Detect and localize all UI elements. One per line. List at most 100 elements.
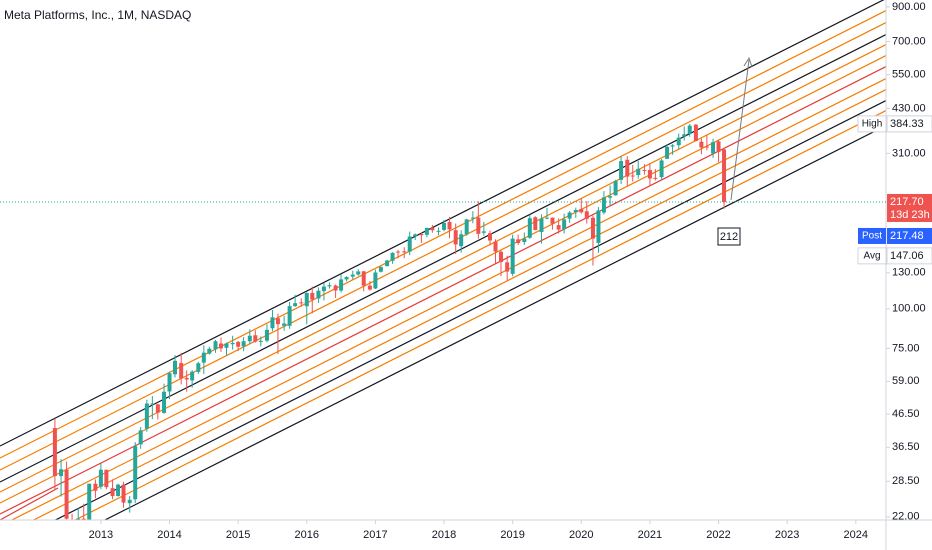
y-tick-label: 28.50 — [892, 475, 920, 487]
candles — [52, 123, 727, 520]
candle-body — [613, 180, 618, 196]
candle-body — [642, 169, 647, 171]
x-tick-label: 2013 — [89, 529, 113, 541]
price-badge — [887, 227, 932, 244]
candle-body — [373, 272, 378, 289]
candle-body — [459, 234, 464, 247]
candle-body — [98, 469, 103, 487]
candle-body — [184, 377, 189, 380]
candle-body — [230, 342, 235, 345]
candle-body — [155, 404, 160, 413]
price-badge-name: Post — [862, 231, 882, 242]
candle-body — [258, 340, 263, 342]
candle-body — [687, 125, 692, 135]
candle-body — [144, 403, 149, 429]
candle-body — [424, 228, 429, 235]
candle-body — [693, 124, 698, 141]
y-tick-label: 75.00 — [892, 342, 920, 354]
candle-body — [385, 260, 390, 267]
y-tick-label: 130.00 — [892, 267, 926, 279]
candle-body — [367, 285, 372, 290]
candle-body — [464, 219, 469, 235]
candle-body — [218, 343, 223, 349]
y-tick-label: 46.50 — [892, 408, 920, 420]
price-badge-name: High — [862, 119, 883, 130]
candle-body — [470, 217, 475, 219]
candle-body — [264, 329, 269, 341]
candle-body — [304, 293, 309, 307]
price-badge-value: 147.06 — [890, 250, 924, 262]
candle-body — [711, 142, 716, 154]
candle-body — [682, 134, 687, 137]
x-tick-label: 2015 — [226, 529, 250, 541]
channel-line — [0, 22, 886, 471]
candle-body — [116, 484, 121, 497]
y-tick-label: 700.00 — [892, 35, 926, 47]
candle-body — [213, 341, 218, 350]
candle-body — [275, 318, 280, 325]
candle-body — [527, 218, 532, 238]
candle-body — [430, 227, 435, 231]
candle-body — [704, 146, 709, 148]
candle-body — [207, 348, 212, 354]
y-tick-label: 430.00 — [892, 102, 926, 114]
candle-body — [522, 238, 527, 243]
candle-body — [676, 137, 681, 146]
candle-body — [481, 231, 486, 233]
price-badge-countdown: 13d 23h — [890, 209, 930, 221]
y-tick-label: 100.00 — [892, 303, 926, 315]
x-tick-label: 2021 — [638, 529, 662, 541]
candle-body — [110, 488, 115, 497]
price-badge-value: 217.70 — [890, 196, 924, 208]
candle-body — [378, 267, 383, 272]
channel-line — [103, 125, 886, 520]
candle-body — [665, 146, 670, 159]
candle-body — [270, 317, 275, 329]
candle-body — [488, 233, 493, 241]
chart-title: Meta Platforms, Inc., 1M, NASDAQ — [4, 8, 191, 22]
channel-line — [54, 100, 886, 520]
candle-body — [167, 373, 172, 392]
x-tick-label: 2014 — [157, 529, 181, 541]
candle-body — [533, 217, 538, 231]
candle-body — [647, 169, 652, 179]
candle-body — [453, 230, 458, 245]
channel-line — [32, 89, 886, 520]
candle-body — [190, 371, 195, 381]
candle-body — [299, 302, 304, 304]
candle-body — [138, 430, 143, 445]
candle-body — [596, 210, 601, 243]
candle-body — [699, 141, 704, 148]
x-tick-label: 2020 — [569, 529, 593, 541]
y-tick-label: 900.00 — [892, 1, 926, 13]
x-tick-label: 2022 — [706, 529, 730, 541]
candle-body — [442, 222, 447, 230]
candle-body — [201, 352, 206, 363]
candle-body — [76, 518, 81, 520]
candle-body — [339, 279, 344, 291]
candle-body — [493, 241, 498, 252]
candle-body — [579, 209, 584, 213]
candle-body — [93, 483, 98, 491]
price-badge — [886, 115, 932, 133]
candle-body — [350, 274, 355, 277]
price-badge-name: Avg — [863, 250, 880, 261]
candle-body — [722, 149, 727, 202]
candle-body — [567, 212, 572, 219]
channel-line — [73, 110, 886, 520]
candle-body — [413, 234, 418, 237]
y-tick-label: 22.00 — [892, 511, 920, 523]
annotation: 212 — [720, 231, 738, 243]
candle-body — [121, 484, 126, 503]
x-tick-label: 2024 — [844, 529, 868, 541]
candle-body — [550, 217, 555, 224]
y-tick-label: 550.00 — [892, 69, 926, 81]
annotation-box — [717, 227, 741, 246]
candle-body — [670, 145, 675, 147]
candle-body — [321, 286, 326, 292]
candle-body — [539, 218, 544, 232]
candle-body — [150, 403, 155, 405]
price-badge-name-box — [857, 247, 887, 265]
price-badge-value: 217.48 — [890, 230, 924, 242]
candle-body — [447, 221, 452, 230]
